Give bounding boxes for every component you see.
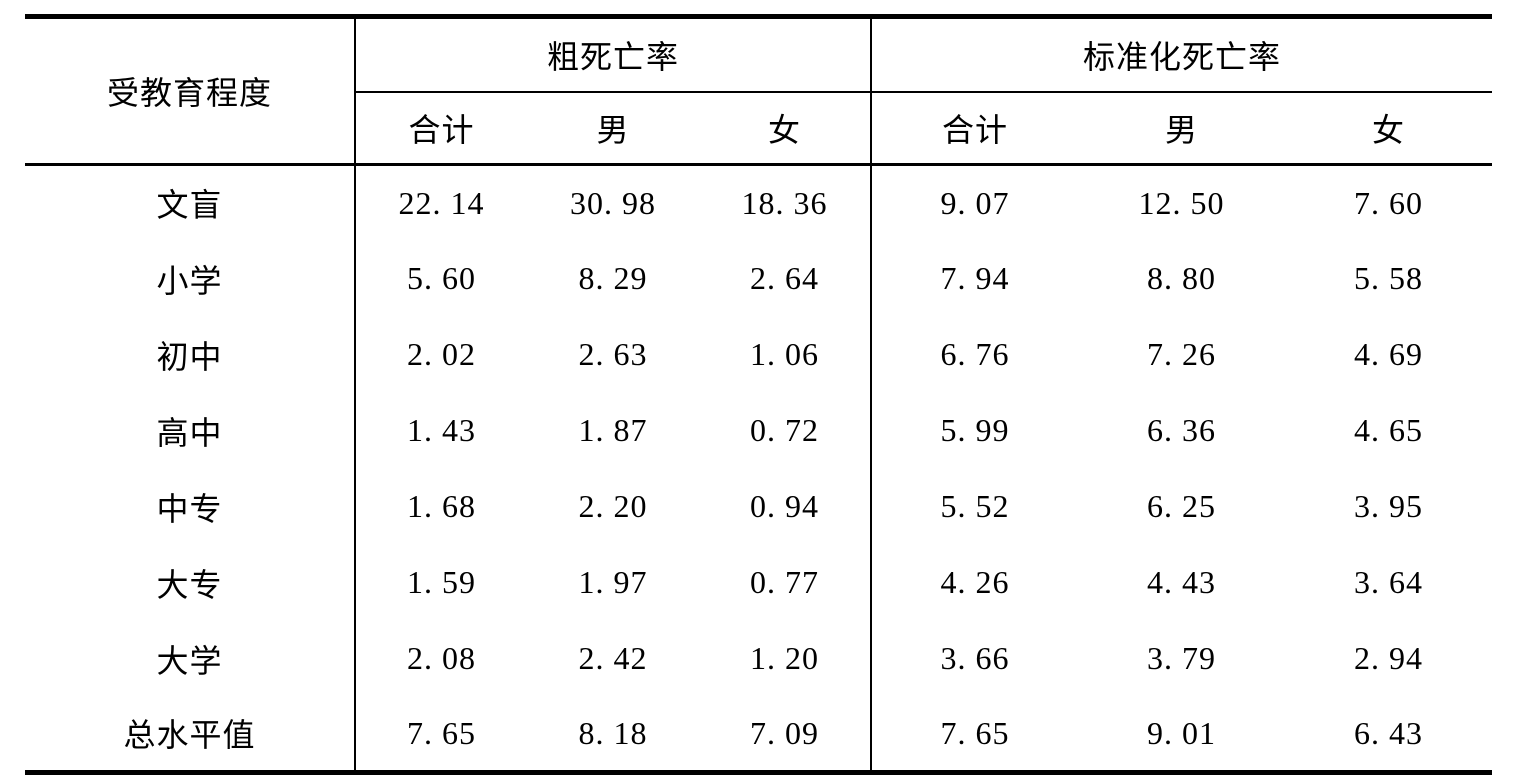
value-cell: 2. 64 — [750, 260, 819, 296]
value-cell: 9. 07 — [870, 164, 1078, 241]
value-cell: 18. 36 — [741, 184, 828, 221]
value-cell: 6. 43 — [1354, 714, 1424, 751]
value-cell: 2. 08 — [354, 620, 527, 697]
value-cell: 9. 01 — [1147, 714, 1216, 751]
value-cell: 1. 68 — [354, 468, 527, 545]
table-row: 总水平值 7. 65 8. 18 7. 09 7. 65 9. 01 6. 43 — [25, 696, 1492, 773]
value-cell: 3. 64 — [1354, 564, 1424, 600]
table-row: 文盲 22. 14 30. 98 18. 36 9. 07 12. 50 7. 60 — [25, 164, 1492, 241]
value-cell: 8. 29 — [578, 260, 648, 296]
value-cell: 1. 87 — [578, 412, 648, 448]
value-cell: 6. 25 — [1147, 488, 1216, 524]
group-header-crude-mortality: 粗死亡率 — [354, 16, 871, 92]
header-group-row: 受教育程度 粗死亡率 标准化死亡率 — [25, 16, 1493, 166]
value-cell: 0. 94 — [750, 488, 819, 524]
value-cell: 7. 09 — [750, 714, 819, 751]
col-header-std-male: 男 — [1078, 91, 1285, 166]
value-cell: 4. 43 — [1147, 564, 1216, 600]
col-header-crude-male: 男 — [527, 91, 699, 166]
table-row: 中专 1. 68 2. 20 0. 94 5. 52 6. 25 3. 95 — [25, 468, 1492, 545]
value-cell: 4. 26 — [870, 544, 1078, 621]
education-level-cell: 总水平值 — [123, 717, 256, 754]
value-cell: 4. 69 — [1354, 336, 1424, 372]
table-row: 大学 2. 08 2. 42 1. 20 3. 66 3. 79 2. 94 — [25, 620, 1492, 697]
education-level-cell: 初中 — [156, 338, 223, 375]
value-cell: 5. 99 — [870, 392, 1078, 469]
mortality-rate-table: 受教育程度 粗死亡率 标准化死亡率 合计 男 女 合计 男 女 文盲 22. 14… — [25, 14, 1493, 775]
value-cell: 2. 20 — [578, 488, 648, 524]
group-header-standardized-mortality: 标准化死亡率 — [869, 16, 1493, 92]
value-cell: 0. 77 — [750, 564, 819, 600]
value-cell: 6. 76 — [870, 316, 1078, 393]
value-cell: 2. 42 — [578, 640, 648, 676]
table-row: 初中 2. 02 2. 63 1. 06 6. 76 7. 26 4. 69 — [25, 316, 1492, 393]
value-cell: 2. 02 — [354, 316, 527, 393]
value-cell: 1. 97 — [578, 564, 648, 600]
value-cell: 4. 65 — [1354, 412, 1424, 448]
value-cell: 3. 95 — [1354, 488, 1424, 524]
value-cell: 3. 66 — [870, 620, 1078, 697]
value-cell: 7. 26 — [1147, 336, 1216, 372]
value-cell: 12. 50 — [1138, 184, 1225, 221]
value-cell: 8. 80 — [1147, 260, 1216, 296]
value-cell: 3. 79 — [1147, 640, 1216, 676]
education-level-cell: 高中 — [156, 414, 223, 451]
value-cell: 5. 60 — [354, 240, 527, 317]
value-cell: 1. 20 — [750, 640, 819, 676]
value-cell: 7. 94 — [870, 240, 1078, 317]
education-level-cell: 大学 — [156, 642, 223, 679]
table-row: 大专 1. 59 1. 97 0. 77 4. 26 4. 43 3. 64 — [25, 544, 1492, 621]
value-cell: 1. 43 — [354, 392, 527, 469]
value-cell: 0. 72 — [750, 412, 819, 448]
table-body: 文盲 22. 14 30. 98 18. 36 9. 07 12. 50 7. 60 小学 5.… — [25, 164, 1492, 773]
education-level-cell: 大专 — [156, 566, 223, 603]
row-header-education-level: 受教育程度 — [25, 16, 355, 166]
col-header-std-female: 女 — [1285, 91, 1493, 166]
col-header-crude-total: 合计 — [354, 91, 527, 166]
value-cell: 7. 65 — [870, 696, 1078, 773]
table-row: 高中 1. 43 1. 87 0. 72 5. 99 6. 36 4. 65 — [25, 392, 1492, 469]
value-cell: 5. 52 — [870, 468, 1078, 545]
value-cell: 7. 65 — [354, 696, 527, 773]
value-cell: 7. 60 — [1354, 184, 1424, 221]
education-level-cell: 文盲 — [156, 187, 223, 224]
value-cell: 22. 14 — [354, 164, 527, 241]
education-level-cell: 中专 — [156, 490, 223, 527]
value-cell: 2. 63 — [578, 336, 648, 372]
value-cell: 30. 98 — [570, 184, 656, 221]
col-header-std-total: 合计 — [870, 91, 1078, 166]
header-sub-row: 合计 男 女 合计 男 女 — [25, 91, 1493, 166]
value-cell: 1. 59 — [354, 544, 527, 621]
value-cell: 8. 18 — [578, 714, 648, 751]
table-row: 小学 5. 60 8. 29 2. 64 7. 94 8. 80 5. 58 — [25, 240, 1492, 317]
value-cell: 1. 06 — [750, 336, 819, 372]
col-header-crude-female: 女 — [699, 91, 871, 166]
value-cell: 5. 58 — [1354, 260, 1424, 296]
education-level-cell: 小学 — [156, 262, 223, 299]
value-cell: 6. 36 — [1147, 412, 1216, 448]
value-cell: 2. 94 — [1354, 640, 1424, 676]
